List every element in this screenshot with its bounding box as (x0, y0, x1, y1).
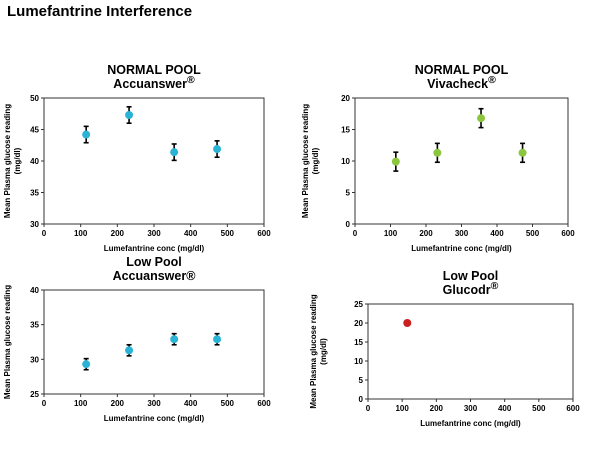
y-tick-label: 50 (30, 94, 39, 103)
plot-area (43, 289, 265, 395)
x-axis-label: Lumefantrine conc (mg/dl) (104, 244, 205, 253)
y-tick-label: 35 (30, 189, 39, 198)
x-tick-label: 400 (490, 229, 504, 238)
data-point (403, 319, 412, 327)
x-tick-label: 0 (42, 399, 47, 408)
x-tick-label: 0 (353, 229, 358, 238)
x-tick-label: 0 (42, 229, 47, 238)
data-point (391, 157, 400, 166)
y-axis-units: (mg/dl) (13, 147, 22, 174)
y-tick-label: 40 (30, 157, 39, 166)
x-tick-label: 100 (395, 404, 409, 413)
x-tick-label: 100 (74, 399, 88, 408)
y-tick-label: 20 (341, 94, 350, 103)
data-point (213, 335, 222, 344)
y-tick-label: 10 (341, 157, 350, 166)
chart-subtitle-text: Glucodr (443, 283, 491, 297)
chart-subtitle-text: Accuanswer® (113, 269, 197, 283)
data-point (125, 346, 134, 355)
y-tick-label: 40 (30, 286, 39, 295)
y-axis-units: (mg/dl) (319, 338, 328, 365)
data-point (82, 130, 91, 139)
y-tick-label: 10 (354, 357, 363, 366)
x-tick-label: 200 (111, 229, 125, 238)
y-axis-label: Mean Plasma glucose reading (3, 285, 12, 399)
chart-subtitle: Accuanswer® (113, 269, 197, 283)
x-tick-label: 100 (384, 229, 398, 238)
x-tick-label: 600 (561, 229, 575, 238)
plot-area (354, 97, 569, 225)
data-point (518, 148, 527, 157)
x-tick-label: 600 (566, 404, 580, 413)
x-tick-label: 0 (366, 404, 371, 413)
x-tick-label: 200 (419, 229, 433, 238)
y-tick-label: 0 (346, 220, 351, 229)
page-title: Lumefantrine Interference (7, 3, 193, 20)
data-point (477, 114, 486, 123)
y-axis-label: Mean Plasma glucose reading (309, 294, 318, 408)
chart-subtitle: Vivacheck® (427, 74, 496, 91)
plot-area (367, 303, 574, 400)
y-axis-label: Mean Plasma glucose reading (301, 104, 310, 218)
x-tick-label: 300 (147, 229, 161, 238)
x-tick-label: 500 (532, 404, 546, 413)
x-tick-label: 400 (184, 229, 198, 238)
x-tick-label: 500 (221, 399, 235, 408)
data-point (125, 111, 134, 120)
x-tick-label: 300 (464, 404, 478, 413)
x-tick-label: 300 (147, 399, 161, 408)
y-tick-label: 30 (30, 355, 39, 364)
x-axis-label: Lumefantrine conc (mg/dl) (411, 244, 512, 253)
y-axis-label: Mean Plasma glucose reading (3, 104, 12, 218)
x-tick-label: 100 (74, 229, 88, 238)
x-tick-label: 300 (455, 229, 469, 238)
registered-mark: ® (491, 280, 499, 292)
y-tick-label: 15 (341, 126, 350, 135)
chart-subtitle: Accuanswer® (113, 74, 195, 91)
y-tick-label: 5 (346, 189, 351, 198)
chart-title: Low Pool (443, 269, 499, 283)
chart-subtitle-text: Vivacheck (427, 77, 488, 91)
chart-title: NORMAL POOL (415, 63, 509, 77)
y-tick-label: 25 (30, 390, 39, 399)
y-tick-label: 30 (30, 220, 39, 229)
chart-title: Low Pool (126, 255, 182, 269)
x-tick-label: 200 (111, 399, 125, 408)
y-tick-label: 5 (359, 376, 364, 385)
data-point (213, 145, 222, 154)
y-axis-units: (mg/dl) (311, 147, 320, 174)
x-tick-label: 200 (430, 404, 444, 413)
x-tick-label: 600 (257, 399, 271, 408)
y-tick-label: 20 (354, 319, 363, 328)
y-tick-label: 25 (354, 300, 363, 309)
y-tick-label: 15 (354, 338, 363, 347)
x-tick-label: 500 (526, 229, 540, 238)
x-tick-label: 400 (184, 399, 198, 408)
x-tick-label: 600 (257, 229, 271, 238)
data-point (170, 148, 179, 157)
registered-mark: ® (187, 74, 195, 86)
data-point (170, 335, 179, 344)
chart-subtitle-text: Accuanswer (113, 77, 187, 91)
plot-area (43, 97, 265, 225)
chart-subtitle: Glucodr® (443, 280, 499, 297)
y-tick-label: 45 (30, 126, 39, 135)
x-tick-label: 400 (498, 404, 512, 413)
data-point (82, 360, 91, 369)
x-axis-label: Lumefantrine conc (mg/dl) (104, 414, 205, 423)
x-tick-label: 500 (221, 229, 235, 238)
y-tick-label: 0 (359, 395, 364, 404)
chart-title: NORMAL POOL (107, 63, 201, 77)
data-point (433, 148, 442, 157)
registered-mark: ® (488, 74, 496, 86)
y-tick-label: 35 (30, 321, 39, 330)
